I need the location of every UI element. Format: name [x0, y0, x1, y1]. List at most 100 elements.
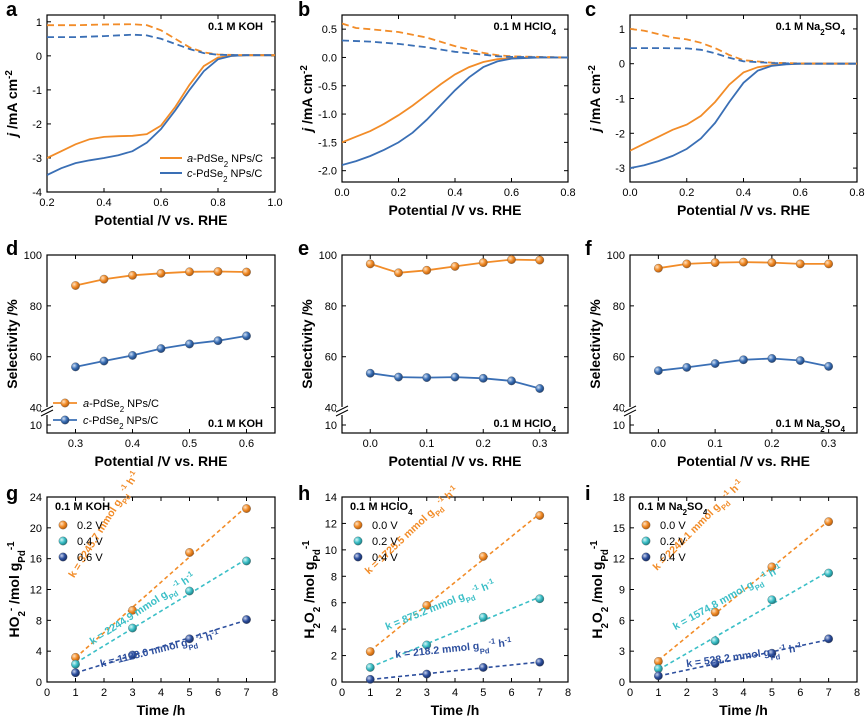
x-tick-label: 4	[158, 687, 164, 699]
x-tick-label: 0.0	[363, 438, 378, 450]
fit-line-orange	[657, 520, 830, 661]
x-tick-label: 1.0	[267, 197, 282, 209]
legend-label: 0.6 V	[77, 552, 103, 564]
selectivity-point	[156, 344, 166, 353]
x-tick-label: 0.6	[239, 438, 254, 450]
x-tick-label: 7	[826, 687, 832, 699]
selectivity-point	[71, 281, 80, 290]
y-tick-label: -2.0	[318, 166, 337, 178]
x-tick-label: 0.5	[182, 438, 197, 450]
x-tick-label: 4	[740, 687, 746, 699]
x-axis-label: Time /h	[431, 702, 480, 718]
legend-marker	[58, 520, 68, 530]
y-tick-label: 0	[36, 677, 42, 689]
plot-frame	[46, 14, 276, 193]
fit-line-teal	[657, 570, 830, 671]
y-tick-label: 10	[325, 420, 337, 432]
selectivity-point	[478, 258, 488, 267]
condition-label: 0.1 M HClO4	[350, 501, 413, 517]
fit-line-teal	[75, 558, 247, 664]
ring-current-orange-line	[630, 28, 857, 65]
y-tick-label: 15	[613, 523, 625, 535]
x-tick-label: 0	[627, 687, 633, 699]
yield-point	[71, 659, 80, 669]
selectivity-point	[365, 368, 375, 378]
x-tick-label: 0.1	[419, 438, 434, 450]
disk-current-blue-line	[47, 54, 275, 176]
x-tick-label: 0.2	[39, 197, 54, 209]
y-tick-label: 12	[613, 554, 625, 566]
x-tick-label: 0.3	[532, 438, 547, 450]
x-tick-label: 0.6	[793, 187, 808, 199]
panel-letter: g	[6, 483, 18, 505]
fit-line-darkblue	[75, 619, 247, 674]
x-tick-label: 0.1	[707, 438, 722, 450]
selectivity-point	[422, 373, 432, 382]
legend-marker	[353, 536, 363, 546]
axis-break-mark	[623, 405, 637, 413]
x-tick-label: 0.4	[736, 187, 751, 199]
y-tick-label: -2	[32, 119, 42, 131]
panel-letter: e	[298, 238, 309, 260]
panel-c: c 0.0 0.2 0.4 0.6 0.8 -3 -2 -1 0 1 Potential /V vs.…	[585, 0, 865, 218]
x-tick-label: 1	[367, 687, 373, 699]
plot-area	[342, 22, 568, 166]
yield-point	[824, 517, 833, 527]
x-tick-label: 2	[395, 687, 401, 699]
legend-label: a-PdSe2 NPs/C	[83, 398, 159, 414]
x-tick-label: 0.3	[68, 438, 83, 450]
y-axis-label: j /mA cm-2	[587, 65, 604, 134]
yield-point	[654, 671, 663, 681]
y-tick-label: 10	[325, 545, 337, 557]
yield-point	[767, 562, 777, 572]
x-tick-label: 7	[243, 687, 249, 699]
y-tick-label: 40	[613, 403, 625, 415]
y-tick-label: 12	[30, 585, 42, 597]
yield-point	[71, 668, 80, 678]
legend-marker	[353, 552, 363, 562]
disk-current-orange-line	[342, 56, 568, 144]
y-tick-label: 2	[331, 651, 337, 663]
selectivity-point	[535, 384, 545, 393]
selectivity-point	[71, 362, 80, 372]
condition-label: 0.1 M Na2SO4	[776, 21, 846, 37]
x-tick-label: 5	[186, 687, 192, 699]
x-axis-label: Potential /V vs. RHE	[677, 453, 810, 469]
legend-marker	[60, 415, 70, 425]
yield-point	[535, 594, 545, 604]
axis-break-gap	[336, 407, 348, 415]
legend-marker	[353, 520, 363, 530]
x-tick-label: 0.4	[96, 197, 111, 209]
yield-point	[128, 650, 137, 660]
yield-point	[185, 634, 194, 644]
yield-point	[242, 556, 251, 566]
selectivity-point	[394, 268, 403, 278]
rate-constant-label: k = 218.2 mmol gPd-1 h-1	[394, 634, 512, 664]
y-tick-label: 100	[607, 250, 625, 262]
x-tick-label: 6	[797, 687, 803, 699]
legend-marker	[641, 552, 651, 562]
yield-point	[535, 511, 545, 520]
selectivity-point	[450, 372, 460, 382]
ring-current-blue-line	[630, 47, 857, 65]
x-axis-label: Time /h	[137, 702, 186, 718]
y-tick-label: 10	[30, 420, 42, 432]
y-tick-label: 6	[331, 598, 337, 610]
x-tick-label: 5	[480, 687, 486, 699]
disk-current-orange-line	[630, 62, 857, 152]
x-tick-label: 0.8	[849, 187, 864, 199]
y-tick-label: -3	[32, 153, 42, 165]
x-tick-label: 0.0	[622, 187, 637, 199]
y-tick-label: 100	[24, 250, 42, 262]
x-tick-label: 6	[508, 687, 514, 699]
axis-break-mark	[40, 409, 54, 417]
legend-label: 0.4 V	[77, 536, 103, 548]
y-tick-label: -1	[615, 94, 625, 106]
panel-letter: f	[585, 238, 592, 260]
x-tick-label: 3	[424, 687, 430, 699]
x-tick-label: 4	[452, 687, 458, 699]
legend-label: 0.0 V	[660, 520, 686, 532]
selectivity-point	[824, 362, 833, 371]
selectivity-point	[394, 372, 403, 382]
